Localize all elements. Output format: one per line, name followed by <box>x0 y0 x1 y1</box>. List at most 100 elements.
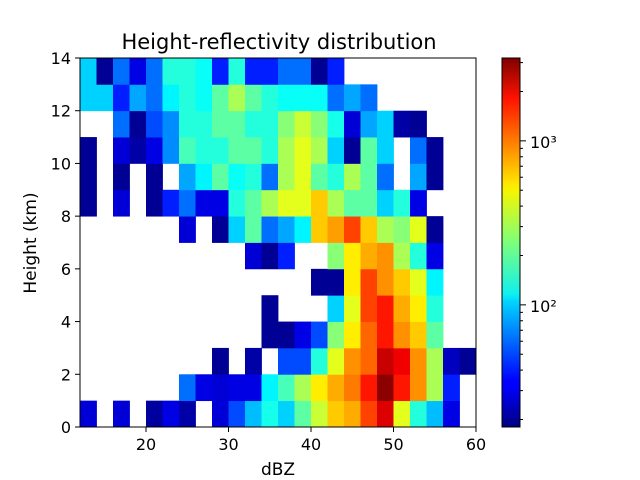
heatmap-cell <box>410 189 427 217</box>
heatmap-cell <box>344 84 361 112</box>
heatmap-cell <box>113 58 130 85</box>
heatmap-cell <box>113 84 130 112</box>
heatmap-cell <box>410 295 427 322</box>
heatmap-cell <box>344 347 361 375</box>
heatmap-cell <box>377 216 394 243</box>
heatmap-cell <box>344 110 361 138</box>
y-tick-label: 8 <box>61 207 71 226</box>
heatmap-cell <box>410 347 427 375</box>
heatmap-cell <box>360 163 378 191</box>
heatmap-cell <box>311 347 328 375</box>
heatmap-cell <box>129 58 147 85</box>
heatmap-cell <box>146 110 163 138</box>
heatmap-cell <box>261 58 279 85</box>
heatmap-cell <box>344 163 361 191</box>
heatmap-cell <box>393 189 411 217</box>
heatmap-cell <box>410 163 427 191</box>
heatmap-cell <box>294 374 312 402</box>
heatmap-cell <box>245 84 262 112</box>
heatmap-cell <box>327 400 345 428</box>
heatmap-cell <box>360 374 378 402</box>
heatmap-cell <box>360 268 378 296</box>
heatmap-cell <box>426 216 444 243</box>
heatmap-cell <box>278 242 295 270</box>
heatmap-cell <box>245 216 262 243</box>
y-tick-label: 10 <box>51 154 71 173</box>
heatmap-cell <box>96 58 114 85</box>
heatmap-cell <box>195 58 213 85</box>
heatmap-cell <box>426 137 444 164</box>
heatmap-cell <box>228 137 246 164</box>
x-tick-label: 20 <box>136 435 156 454</box>
y-tick-label: 12 <box>51 102 71 121</box>
heatmap-cell <box>294 347 312 375</box>
heatmap-cell <box>327 321 345 349</box>
heatmap-cell <box>393 321 411 349</box>
heatmap-cell <box>311 163 328 191</box>
heatmap-cell <box>459 347 477 375</box>
heatmap-cell <box>129 110 147 138</box>
heatmap-cell <box>443 400 460 428</box>
heatmap-cell <box>327 242 345 270</box>
heatmap-cell <box>360 295 378 322</box>
heatmap-cell <box>294 321 312 349</box>
heatmap-cell <box>113 189 130 217</box>
heatmap-cell <box>212 110 229 138</box>
heatmap-cell <box>146 84 163 112</box>
heatmap-cell <box>327 110 345 138</box>
heatmap-cell <box>377 268 394 296</box>
heatmap-cell <box>311 216 328 243</box>
heatmap-cell <box>195 110 213 138</box>
heatmap-cell <box>410 242 427 270</box>
heatmap-cell <box>294 163 312 191</box>
heatmap-cell <box>228 374 246 402</box>
heatmap-cell <box>327 268 345 296</box>
heatmap-cell <box>245 110 262 138</box>
heatmap-cell <box>179 216 196 243</box>
heatmap-cell <box>278 347 295 375</box>
colorbar-frame <box>501 57 521 428</box>
heatmap-cell <box>278 374 295 402</box>
heatmap-cell <box>146 137 163 164</box>
heatmap-cell <box>344 189 361 217</box>
heatmap-cell <box>212 163 229 191</box>
heatmap-cell <box>96 84 114 112</box>
heatmap-cell <box>245 137 262 164</box>
heatmap-cell <box>377 110 394 138</box>
x-tick-label: 50 <box>383 435 403 454</box>
heatmap-cell <box>327 137 345 164</box>
heatmap-cell <box>410 321 427 349</box>
heatmap-cell <box>228 400 246 428</box>
heatmap-cell <box>327 58 345 85</box>
y-tick-label: 4 <box>61 313 71 332</box>
heatmap-cell <box>311 110 328 138</box>
heatmap-cell <box>179 137 196 164</box>
heatmap-cell <box>245 58 262 85</box>
heatmap-cell <box>261 216 279 243</box>
heatmap-cell <box>327 295 345 322</box>
heatmap-cell <box>113 163 130 191</box>
heatmap-cell <box>261 137 279 164</box>
heatmap-cell <box>360 110 378 138</box>
heatmap-cells <box>80 58 477 428</box>
heatmap-cell <box>393 374 411 402</box>
heatmap-cell <box>113 400 130 428</box>
heatmap-cell <box>245 189 262 217</box>
heatmap-cell <box>360 242 378 270</box>
heatmap-cell <box>228 84 246 112</box>
heatmap-cell <box>261 110 279 138</box>
heatmap-cell <box>377 321 394 349</box>
heatmap-cell <box>393 110 411 138</box>
heatmap-cell <box>426 400 444 428</box>
heatmap-cell <box>360 321 378 349</box>
heatmap-cell <box>212 84 229 112</box>
heatmap-cell <box>344 137 361 164</box>
heatmap-cell <box>195 84 213 112</box>
heatmap-cell <box>377 242 394 270</box>
heatmap-cell <box>162 137 180 164</box>
heatmap-cell <box>261 242 279 270</box>
heatmap-cell <box>278 400 295 428</box>
heatmap-cell <box>228 58 246 85</box>
heatmap-cell <box>146 400 163 428</box>
